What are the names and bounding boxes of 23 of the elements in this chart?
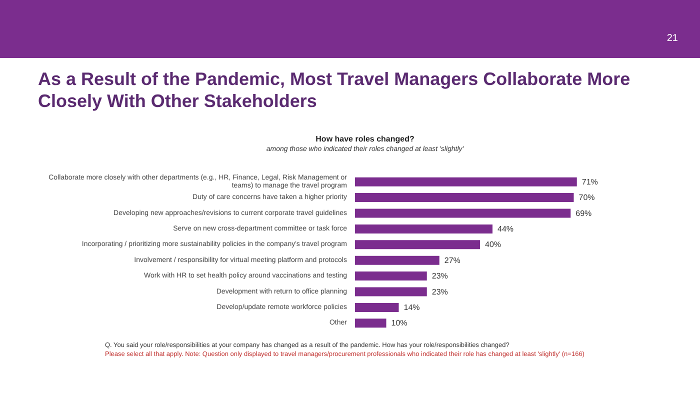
data-label: 23% (432, 272, 448, 281)
bar (355, 177, 577, 186)
bar (355, 272, 427, 281)
bar (355, 318, 386, 328)
bar (355, 240, 480, 250)
bar (355, 224, 492, 234)
data-label: 44% (498, 224, 514, 234)
data-label: 40% (485, 240, 502, 250)
bar (355, 193, 574, 202)
text: 21 (666, 33, 678, 44)
data-label: 23% (432, 287, 448, 296)
data-label: 69% (576, 208, 592, 218)
data-label: 70% (578, 193, 595, 202)
bar (355, 287, 427, 296)
data-label: 71% (582, 177, 598, 186)
bar (355, 208, 571, 218)
chart-title: How have roles changed? (316, 134, 414, 144)
bar (355, 256, 440, 265)
data-label: 14% (404, 302, 420, 312)
bar (355, 302, 399, 312)
data-label: 27% (444, 256, 460, 265)
data-label: 10% (391, 318, 408, 328)
text: As a Result of the Pandemic, Most Travel Managers Collaborate More Closely With Other Stakeholders (38, 68, 632, 112)
